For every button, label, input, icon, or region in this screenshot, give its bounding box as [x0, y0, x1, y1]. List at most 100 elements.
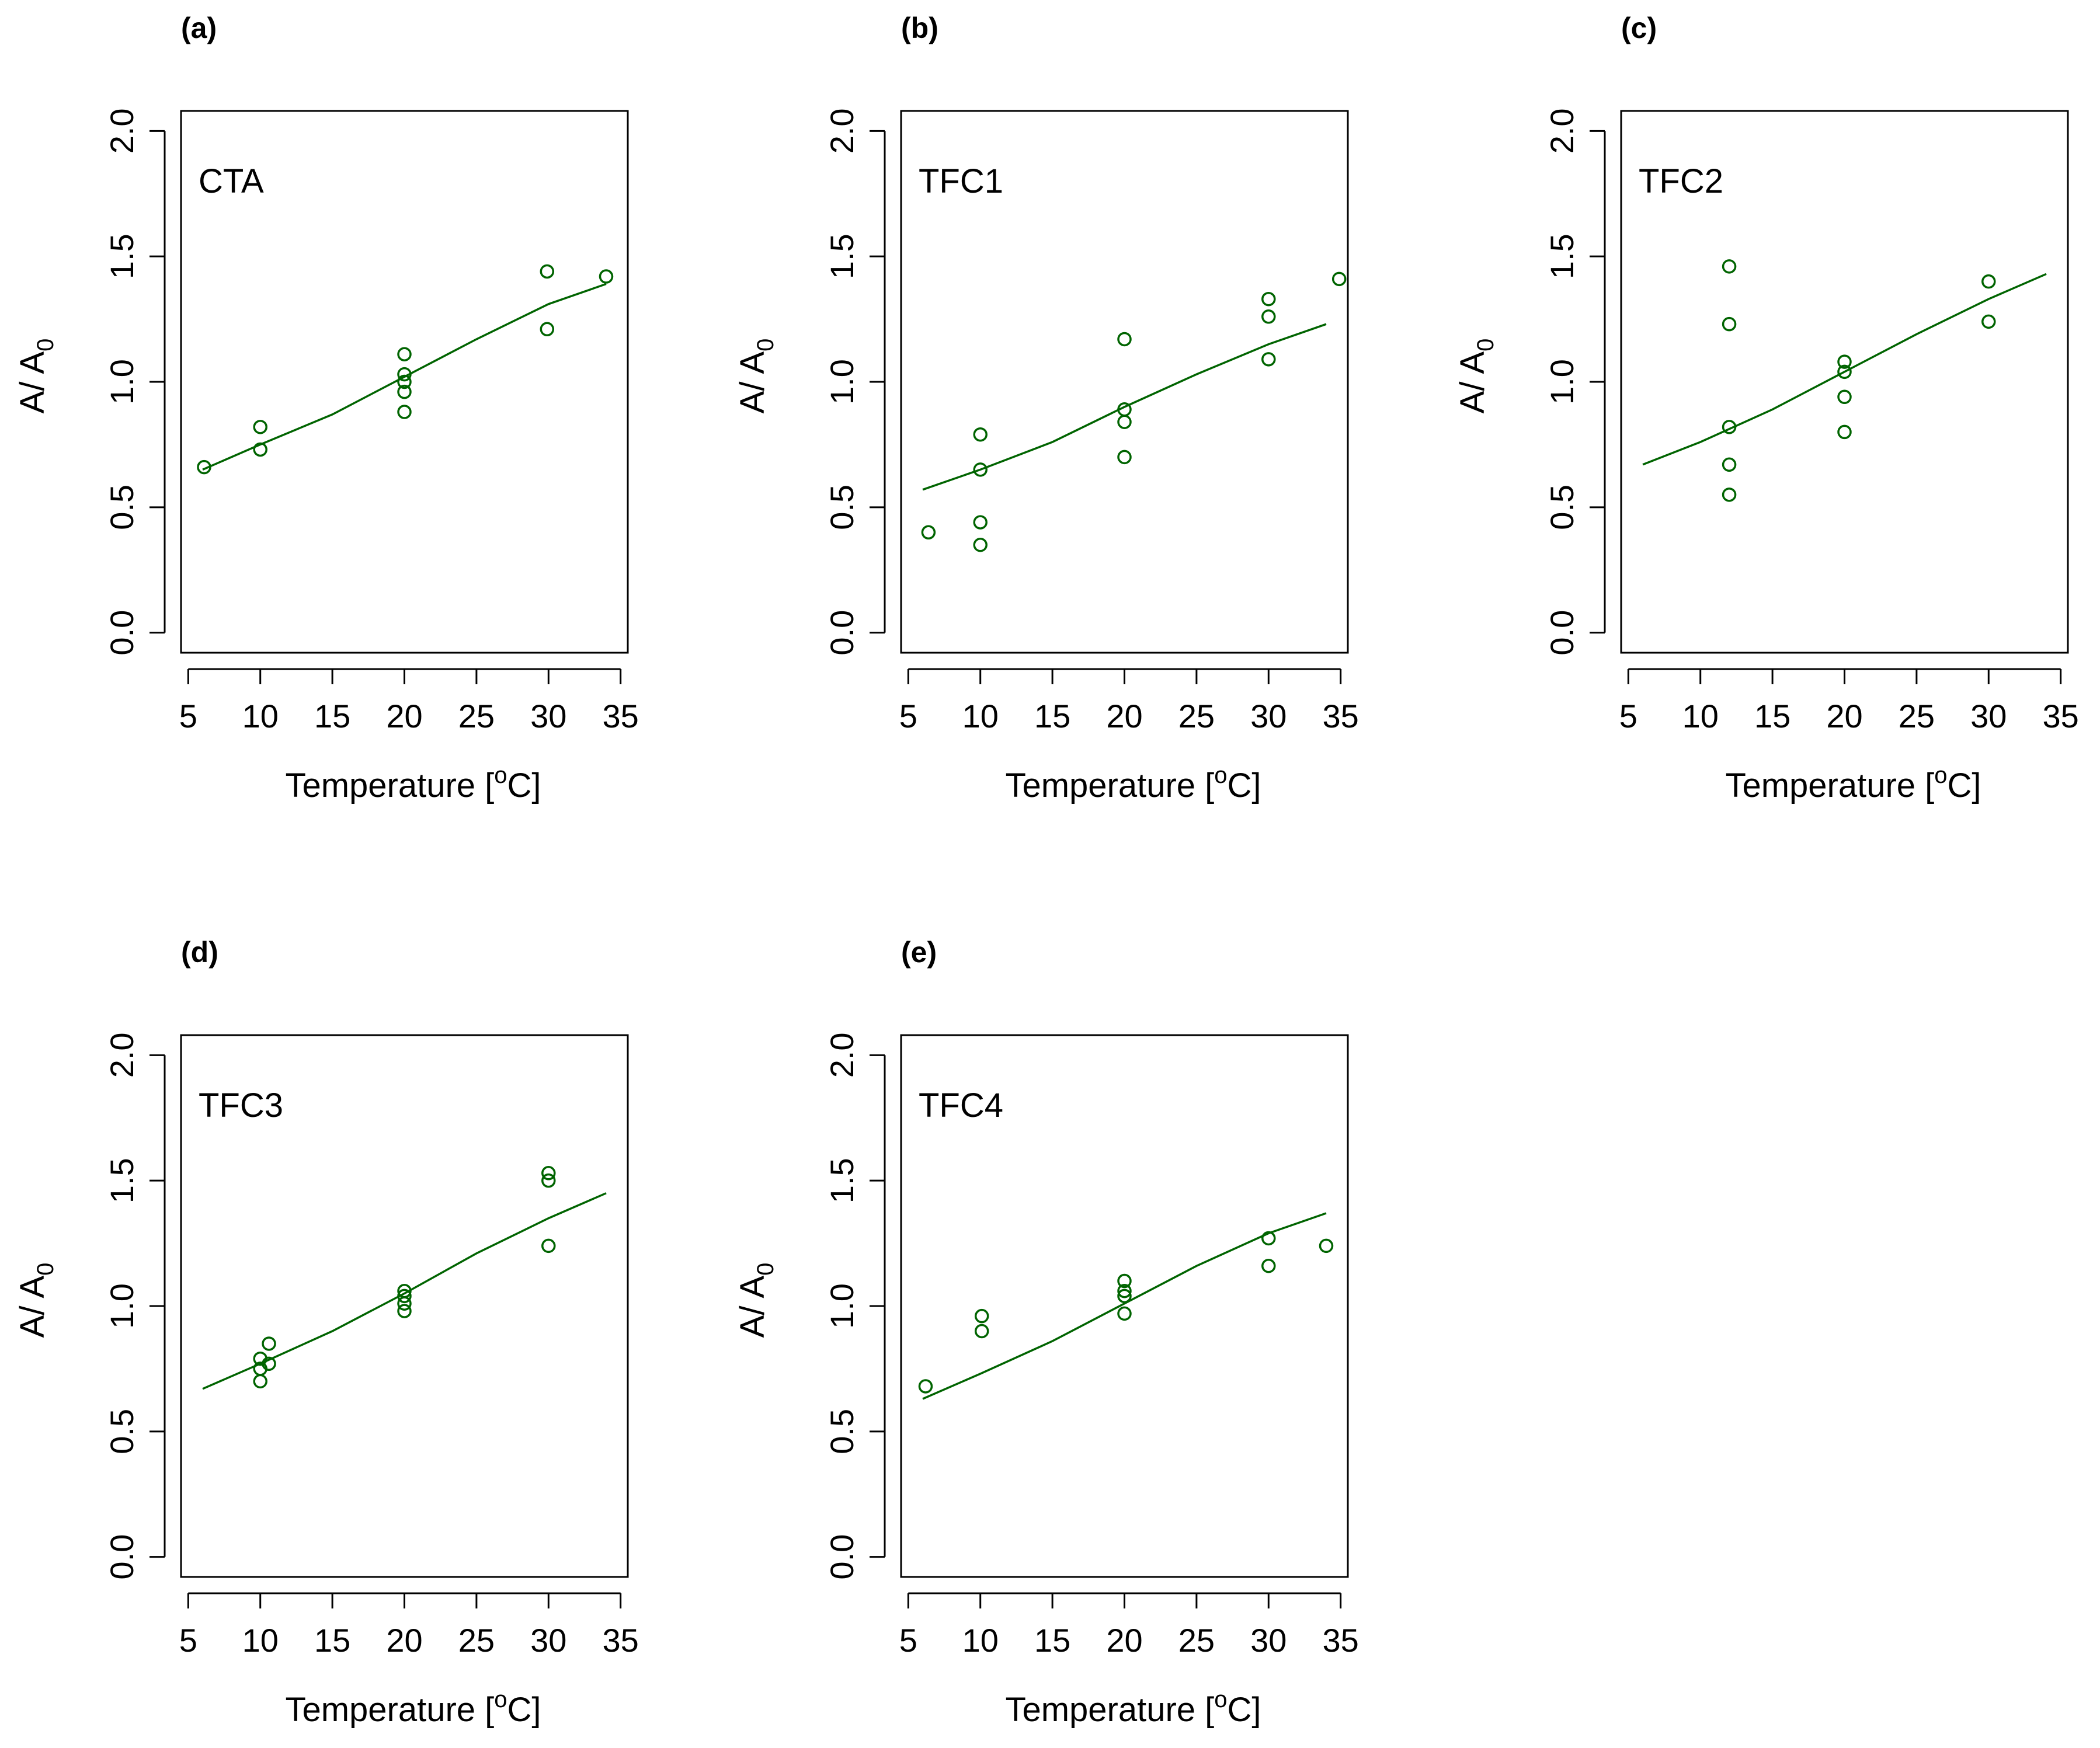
- x-axis-label-main: Temperature [: [1005, 1691, 1214, 1729]
- y-tick-label: 2.0: [823, 108, 860, 154]
- chart-panel-3: (c) TFC2 5 10 15 20 25 30 35 0.0 0.5 1.0 1.5 2.0 Tempe…: [1454, 12, 2079, 805]
- panel-label: (b): [901, 12, 938, 44]
- chart-panel-4: (d) TFC3 5 10 15 20 25 30 35 0.0 0.5 1.0 1.5 2.0 Tempe…: [13, 936, 639, 1729]
- x-tick-label: 30: [1250, 698, 1287, 734]
- y-tick-label: 0.0: [1543, 610, 1580, 656]
- data-point: [1117, 1283, 1132, 1298]
- data-point: [1837, 424, 1852, 440]
- plot-frame: [900, 1034, 1349, 1578]
- data-point: [1837, 389, 1852, 405]
- x-tick-label: 35: [2043, 698, 2079, 734]
- data-point: [397, 347, 412, 361]
- x-axis-label-tail: C]: [1948, 767, 1981, 805]
- data-point: [1722, 420, 1737, 434]
- data-point: [973, 538, 988, 552]
- x-tick-label: 10: [1682, 698, 1719, 734]
- x-tick-label: 25: [1178, 1622, 1215, 1659]
- x-tick-label: 30: [530, 698, 566, 734]
- data-point: [973, 462, 988, 477]
- x-tick-label: 25: [1899, 698, 1935, 734]
- x-axis-label-tail: C]: [507, 767, 541, 805]
- x-tick-label: 30: [530, 1622, 566, 1659]
- data-point: [397, 1296, 412, 1311]
- data-point: [540, 264, 555, 279]
- x-tick-label: 5: [1619, 698, 1637, 734]
- data-point: [1117, 415, 1132, 429]
- plot-frame: [1620, 110, 2069, 654]
- y-axis-label-main: A/ A: [1454, 351, 1491, 414]
- x-tick-label: 15: [1034, 698, 1070, 734]
- data-point: [1319, 1238, 1334, 1253]
- y-tick-label: 0.5: [823, 485, 860, 530]
- x-axis: 5 10 15 20 25 30 35: [899, 1592, 1359, 1659]
- data-point: [397, 384, 412, 399]
- data-point: [1261, 352, 1276, 367]
- y-axis-label-sub: 0: [1473, 339, 1498, 351]
- x-axis-label-tail: C]: [1228, 767, 1261, 805]
- chart-panel-5: (e) TFC4 5 10 15 20 25 30 35 0.0 0.5 1.0 1.5 2.0 Tempe…: [733, 936, 1359, 1729]
- plot-frame: [900, 110, 1349, 654]
- data-point: [1117, 332, 1132, 347]
- y-axis-label: A/ A0: [733, 339, 778, 414]
- fit-line: [202, 283, 607, 471]
- x-axis-label-main: Temperature [: [285, 1691, 494, 1729]
- x-tick-label: 10: [962, 1622, 999, 1659]
- data-point: [197, 459, 211, 475]
- x-tick-label: 15: [1754, 698, 1790, 734]
- chart-panel-2: (b) TFC1 5 10 15 20 25 30 35 0.0 0.5 1.0 1.5 2.0 Tempe…: [733, 12, 1359, 805]
- x-tick-label: 5: [179, 1622, 197, 1659]
- x-tick-label: 20: [1106, 1622, 1142, 1659]
- data-point: [974, 1308, 989, 1324]
- data-point: [253, 442, 267, 457]
- data-point: [1981, 314, 1996, 329]
- x-axis-label-main: Temperature [: [1005, 767, 1214, 805]
- x-tick-label: 20: [386, 1622, 422, 1659]
- panel-label: (c): [1621, 12, 1657, 44]
- x-axis-label-tail: C]: [1228, 1691, 1261, 1729]
- x-tick-label: 20: [386, 698, 422, 734]
- y-tick-label: 1.5: [1543, 234, 1580, 279]
- data-point: [1837, 354, 1852, 369]
- series-annotation: TFC2: [1639, 162, 1723, 200]
- y-axis-label-main: A/ A: [13, 351, 51, 414]
- data-point: [1117, 1306, 1132, 1321]
- data-point: [397, 405, 412, 419]
- panel-label: (a): [181, 12, 217, 44]
- data-point: [918, 1379, 933, 1394]
- x-tick-label: 5: [179, 698, 197, 734]
- series-annotation: TFC4: [919, 1087, 1003, 1124]
- fit-line: [922, 1212, 1327, 1400]
- data-point: [541, 1173, 556, 1188]
- x-tick-label: 35: [603, 1622, 639, 1659]
- x-axis-label: Temperature [oC]: [1725, 762, 1981, 805]
- series-annotation: TFC1: [919, 162, 1003, 200]
- data-point: [541, 1166, 556, 1181]
- x-axis-label: Temperature [oC]: [1005, 1687, 1261, 1729]
- data-point: [1837, 364, 1852, 379]
- data-point: [1331, 271, 1347, 287]
- series-annotation: CTA: [199, 162, 264, 200]
- data-point: [973, 515, 988, 530]
- x-axis-label-sup: o: [1214, 1687, 1227, 1712]
- data-point: [1722, 259, 1737, 274]
- data-point: [253, 420, 267, 434]
- x-tick-label: 25: [1178, 698, 1215, 734]
- y-axis: 0.0 0.5 1.0 1.5 2.0: [823, 108, 886, 656]
- x-axis: 5 10 15 20 25 30 35: [899, 668, 1359, 734]
- x-tick-label: 30: [1970, 698, 2007, 734]
- y-tick-label: 2.0: [1543, 108, 1580, 154]
- y-axis-label-main: A/ A: [733, 1276, 771, 1338]
- x-tick-label: 15: [1034, 1622, 1070, 1659]
- y-axis-label-main: A/ A: [733, 351, 771, 414]
- data-point: [540, 322, 555, 337]
- y-tick-label: 1.5: [103, 234, 140, 279]
- panel-label: (e): [901, 936, 937, 969]
- x-tick-label: 10: [242, 1622, 279, 1659]
- y-tick-label: 0.5: [103, 485, 140, 530]
- y-tick-label: 0.0: [103, 1534, 140, 1580]
- data-point: [1981, 274, 1996, 289]
- y-tick-label: 1.0: [823, 1283, 860, 1329]
- y-axis-label-sub: 0: [753, 1263, 778, 1276]
- data-points: [253, 1166, 556, 1389]
